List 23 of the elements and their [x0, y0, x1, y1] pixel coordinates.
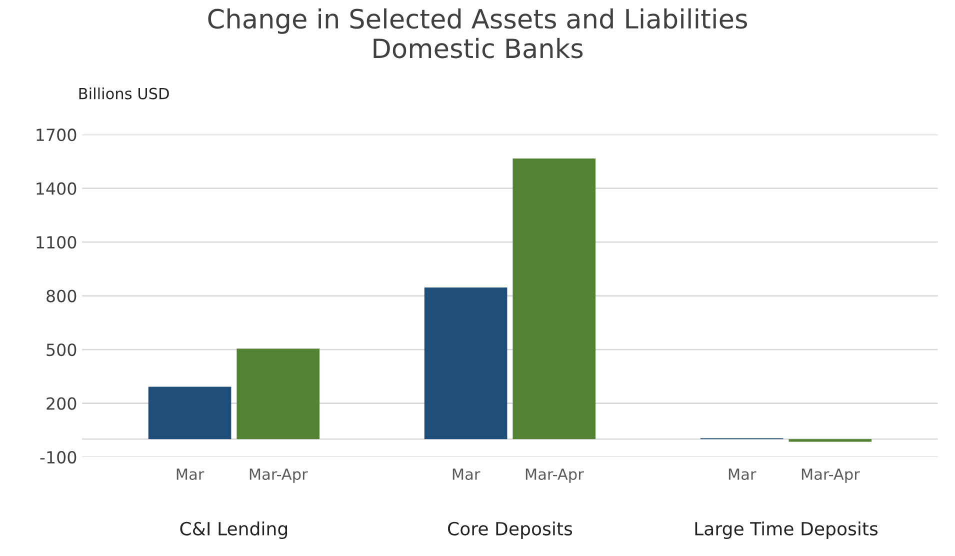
y-tick-label: 1100 — [36, 236, 76, 249]
series-label: Mar — [176, 468, 204, 480]
bar — [236, 348, 320, 440]
y-tick-label: -100 — [40, 450, 76, 464]
y-tick-label: 1400 — [36, 182, 76, 195]
bar — [424, 288, 508, 440]
y-tick-label: 200 — [46, 397, 76, 410]
y-tick-label: 1700 — [36, 128, 76, 142]
chart-title: Change in Selected Assets and Liabilities Domestic Banks — [208, 8, 747, 58]
text: Mar — [728, 468, 756, 480]
bar — [512, 158, 596, 440]
x-tick-label: Core Deposits — [448, 522, 572, 539]
y-axis-title: Billions USD — [79, 88, 169, 100]
text: Mar — [452, 468, 480, 480]
x-tick-label: C&I Lending — [180, 522, 288, 539]
series-label: Mar-Apr — [802, 468, 860, 483]
bar — [788, 439, 872, 442]
bar — [148, 386, 232, 440]
text: Mar-Apr — [526, 468, 584, 483]
text: Mar-Apr — [250, 468, 308, 483]
y-tick-label: 500 — [46, 344, 76, 356]
x-tick-label: Large Time Deposits — [695, 522, 878, 539]
y-tick-label: 800 — [46, 290, 76, 302]
